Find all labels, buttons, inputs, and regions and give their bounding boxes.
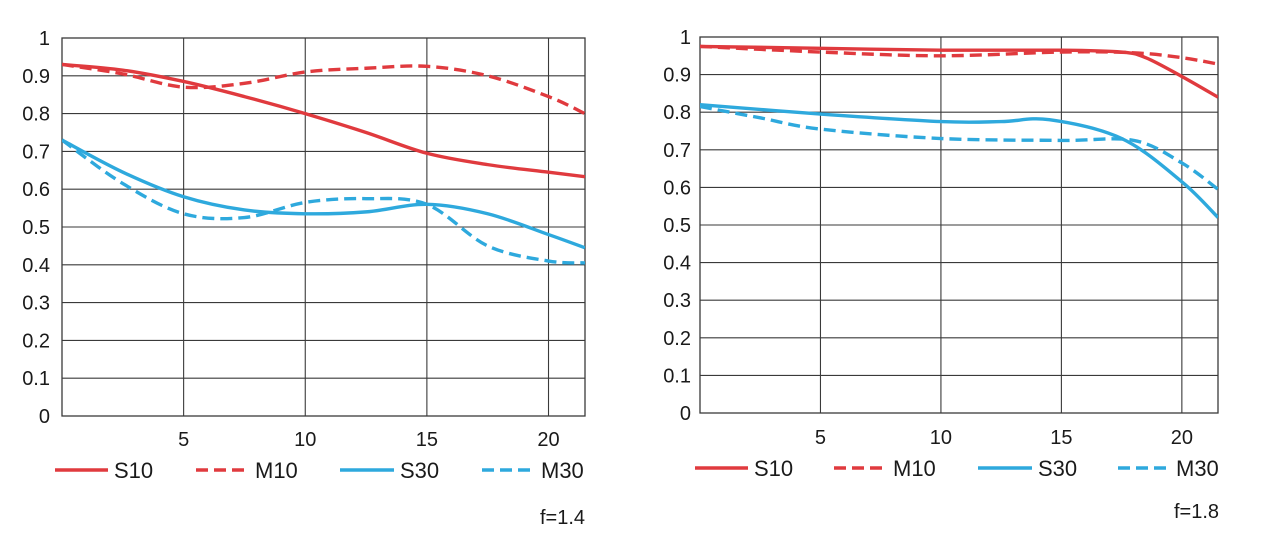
series-line-m30 (700, 104, 1218, 191)
legend-label-s10: S10 (114, 458, 153, 483)
y-tick-label: 0.4 (22, 255, 50, 277)
plot-frame (61, 37, 586, 417)
x-tick-label: 15 (1050, 427, 1072, 449)
legend-label-m30: M30 (541, 458, 584, 483)
y-tick-label: 0.1 (22, 368, 50, 390)
legend: S10 M10 S30 M30 (55, 458, 584, 483)
legend-label-m10: M10 (255, 458, 298, 483)
y-tick-label: 0.7 (22, 141, 50, 163)
y-tick-label: 0.8 (663, 102, 691, 124)
y-tick-label: 0 (680, 403, 691, 425)
grid (699, 36, 1219, 414)
grid (61, 37, 586, 417)
y-tick-label: 0.6 (22, 179, 50, 201)
legend-label-m30: M30 (1176, 456, 1219, 481)
legend: S10 M10 S30 M30 (695, 456, 1219, 481)
y-tick-label: 0.5 (663, 215, 691, 237)
series-line-s10 (62, 62, 585, 179)
y-tick-label: 0.1 (663, 365, 691, 387)
x-tick-label: 20 (1171, 427, 1193, 449)
aperture-note: f=1.4 (540, 507, 585, 529)
series-line-m10 (700, 44, 1218, 66)
y-tick-label: 0.7 (663, 140, 691, 162)
series-line-s30 (62, 138, 585, 250)
y-tick-label: 0.6 (663, 177, 691, 199)
legend-label-s30: S30 (1038, 456, 1077, 481)
plot-frame (699, 36, 1219, 414)
x-tick-label: 20 (537, 429, 559, 451)
series-line-m10 (62, 62, 585, 116)
series-line-s30 (700, 102, 1218, 219)
x-tick-label: 10 (930, 427, 952, 449)
y-tick-label: 0.5 (22, 217, 50, 239)
y-tick-label: 0.8 (22, 104, 50, 126)
series-group (62, 62, 585, 265)
x-tick-label: 5 (815, 427, 826, 449)
legend-label-s30: S30 (400, 458, 439, 483)
series-line-s10 (700, 44, 1218, 99)
y-tick-label: 1 (39, 28, 50, 50)
y-tick-label: 0.2 (22, 330, 50, 352)
series-group (700, 44, 1218, 219)
x-tick-label: 10 (294, 429, 316, 451)
x-tick-label: 15 (416, 429, 438, 451)
y-tick-label: 0.2 (663, 328, 691, 350)
y-tick-label: 0.9 (22, 66, 50, 88)
y-tick-label: 0.3 (663, 290, 691, 312)
x-tick-label: 5 (178, 429, 189, 451)
y-tick-label: 0 (39, 406, 50, 428)
y-tick-label: 0.3 (22, 293, 50, 315)
aperture-note: f=1.8 (1174, 501, 1219, 523)
y-tick-label: 0.4 (663, 253, 691, 275)
legend-label-m10: M10 (893, 456, 936, 481)
series-line-m30 (62, 138, 585, 265)
y-tick-label: 1 (680, 27, 691, 49)
legend-label-s10: S10 (754, 456, 793, 481)
y-tick-label: 0.9 (663, 65, 691, 87)
